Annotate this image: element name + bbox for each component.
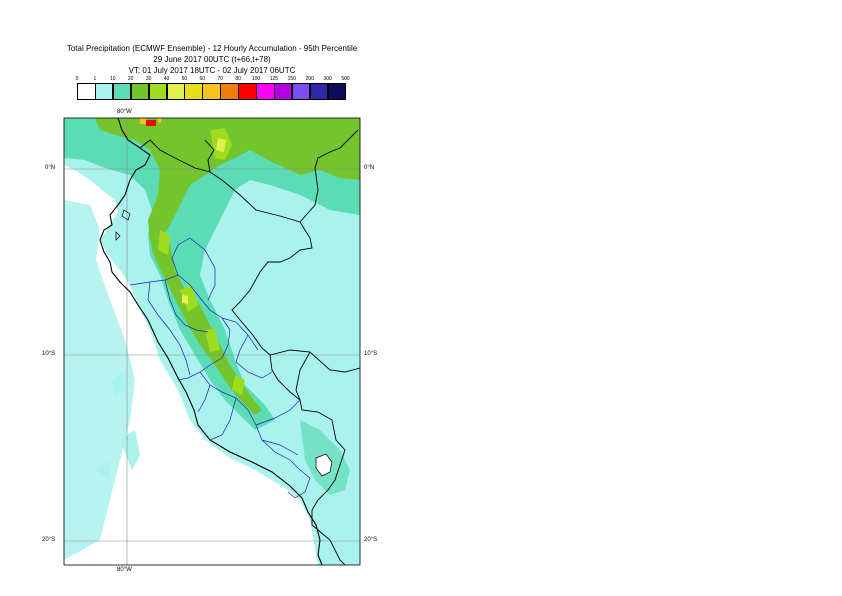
map-title: Total Precipitation (ECMWF Ensemble) - 1…: [66, 44, 358, 53]
ocean-light-precip-2: [95, 372, 140, 480]
regional-borders: [129, 237, 311, 499]
lake-titicaca: [315, 453, 333, 477]
lat-label-left-0: 0°N: [45, 165, 56, 171]
lat-label-right-10s: 10°S: [364, 351, 378, 357]
heavy-precip-andes: [150, 228, 262, 415]
lon-label-bottom: 80°W: [117, 567, 132, 573]
coastline: [99, 118, 323, 565]
gulf-islands: [115, 209, 131, 241]
map-frame: [63, 117, 361, 566]
heavy-precip-north: [95, 118, 360, 240]
lat-label-left-10s: 10°S: [42, 351, 56, 357]
ocean-light-precip: [64, 200, 135, 560]
lon-label-top: 80°W: [117, 109, 132, 115]
lat-label-right-20s: 20°S: [364, 537, 378, 543]
red-precip-cell: [146, 120, 156, 126]
lat-label-left-20s: 20°S: [42, 537, 56, 543]
country-borders: [139, 129, 360, 565]
base-time-subtitle: 29 June 2017 00UTC (t+66,t+78): [153, 55, 271, 64]
lat-label-right-0: 0°N: [364, 165, 375, 171]
valid-time-subtitle: VT: 01 July 2017 18UTC - 02 July 2017 06…: [128, 66, 296, 75]
orange-precip-cell: [140, 118, 162, 124]
